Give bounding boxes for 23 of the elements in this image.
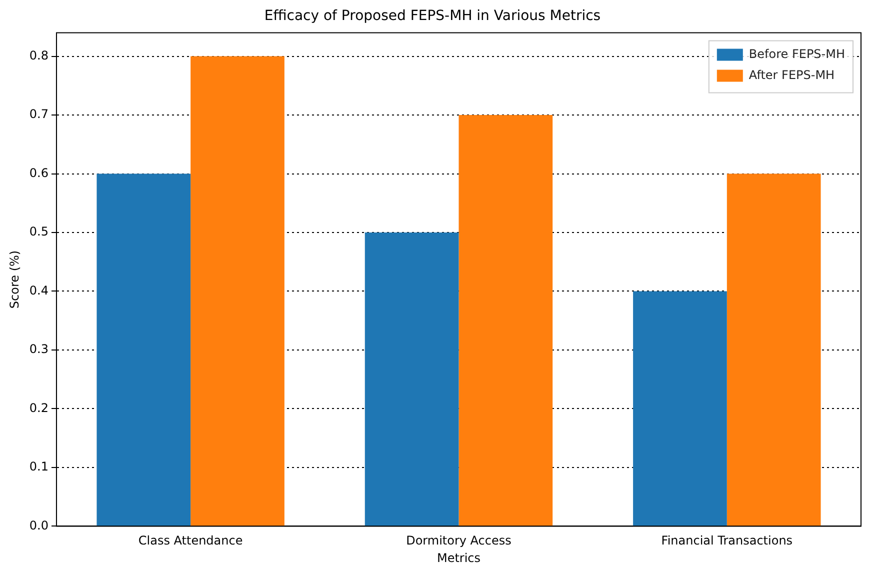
y-axis-title: Score (%) [7, 250, 22, 309]
y-tick-label: 0.2 [29, 400, 48, 415]
bar [633, 291, 727, 526]
bar [364, 232, 459, 526]
bar [190, 56, 284, 526]
x-tick-label: Dormitory Access [406, 534, 512, 548]
chart-title: Efficacy of Proposed FEPS-MH in Various Metrics [264, 8, 601, 24]
legend-label: Before FEPS-MH [748, 46, 845, 61]
y-tick-label: 0.3 [29, 342, 48, 356]
bar [726, 174, 821, 526]
x-tick-label: Financial Transactions [661, 534, 793, 548]
y-tick-label: 0.7 [29, 107, 48, 122]
bar [458, 115, 553, 526]
y-tick-label: 0.6 [29, 166, 48, 180]
y-tick-label: 0.4 [29, 283, 48, 298]
y-tick-label: 0.8 [29, 48, 48, 62]
x-axis-title: Metrics [436, 550, 481, 565]
bar [96, 174, 191, 526]
x-tick-label: Class Attendance [138, 534, 243, 548]
y-tick-label: 0.1 [29, 460, 48, 474]
legend-label: After FEPS-MH [748, 68, 835, 82]
y-tick-label: 0.0 [29, 518, 48, 532]
y-tick-label: 0.5 [29, 224, 48, 239]
